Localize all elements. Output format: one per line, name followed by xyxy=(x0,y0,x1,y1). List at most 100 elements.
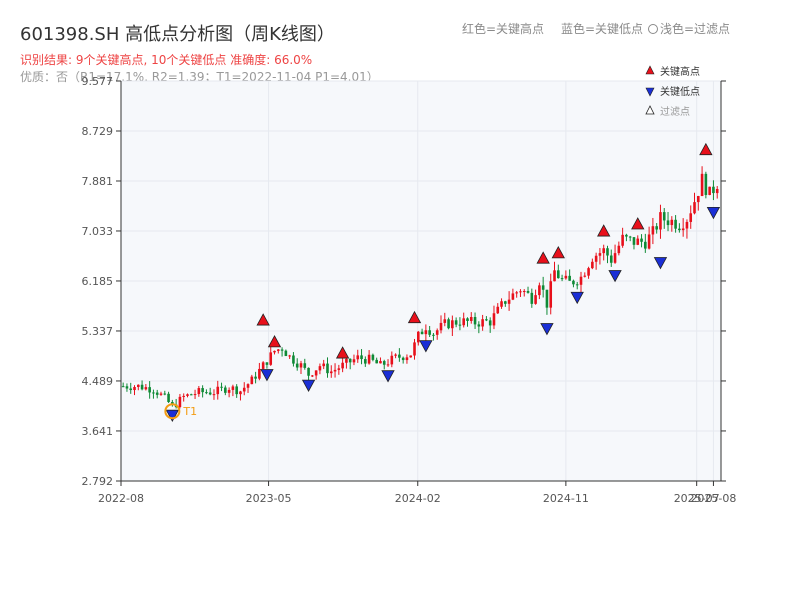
candle-body xyxy=(401,357,405,361)
candle-body xyxy=(621,234,624,246)
candle-body xyxy=(246,384,250,388)
candle-body xyxy=(371,354,375,360)
key-low-marker xyxy=(540,323,554,336)
candle-body xyxy=(155,392,159,395)
x-tick-label: 2025-07 xyxy=(674,492,720,505)
candle-body xyxy=(288,355,291,357)
candle-body xyxy=(424,330,428,335)
candle-body xyxy=(186,394,189,396)
candle-body xyxy=(485,319,488,321)
header-legend-light: 浅色=过滤点 xyxy=(648,20,730,37)
candle-body xyxy=(515,292,518,294)
detection-summary: 识别结果: 9个关键高点, 10个关键低点 准确度: 66.0% xyxy=(20,53,313,67)
key-high-marker xyxy=(536,251,550,264)
candle-body xyxy=(496,306,500,314)
candle-body xyxy=(477,324,481,327)
header-legend-light-label: 浅色=过滤点 xyxy=(660,22,731,36)
candle-body xyxy=(125,386,129,389)
candle-body xyxy=(549,281,553,308)
key-low-marker xyxy=(653,257,668,270)
candle-body xyxy=(628,236,632,238)
candle-body xyxy=(163,393,167,395)
candle-body xyxy=(292,355,295,364)
y-tick-label: 7.881 xyxy=(82,175,114,188)
candle-body xyxy=(511,293,515,300)
candle-body xyxy=(462,318,466,326)
candle-body xyxy=(405,357,409,361)
candle-body xyxy=(435,330,439,335)
candle-body xyxy=(545,289,549,308)
candle-body xyxy=(231,386,235,390)
candle-body xyxy=(696,196,700,203)
candle-body xyxy=(360,355,363,360)
chart-title: 601398.SH 高低点分析图（周K线图） xyxy=(20,24,335,45)
candle-body xyxy=(640,238,643,242)
candle-body xyxy=(609,255,613,263)
candle-body xyxy=(208,392,212,395)
x-tick-label: 2024-11 xyxy=(543,492,589,505)
candle-body xyxy=(375,359,378,364)
candle-body xyxy=(261,362,265,369)
y-tick-label: 2.792 xyxy=(82,475,114,488)
key-high-marker xyxy=(256,313,270,326)
candle-body xyxy=(193,394,197,396)
candle-body xyxy=(526,291,530,293)
candle-body xyxy=(594,255,598,262)
key-low-marker xyxy=(381,370,395,383)
candle-body xyxy=(715,188,719,194)
x-tick-label: 2024-02 xyxy=(395,492,441,505)
candle-body xyxy=(712,186,715,194)
candle-body xyxy=(560,278,564,280)
candle-body xyxy=(212,394,216,396)
candle-body xyxy=(216,386,220,395)
candle-body xyxy=(678,228,681,231)
candle-body xyxy=(322,363,326,367)
t1-circle xyxy=(164,403,181,420)
candle-body xyxy=(148,387,151,393)
candle-body xyxy=(329,371,333,374)
candle-body xyxy=(602,248,606,254)
candle-body xyxy=(519,291,522,293)
candle-body xyxy=(647,234,651,249)
light-circle-icon xyxy=(648,24,658,34)
candle-body xyxy=(409,355,413,358)
candle-body xyxy=(587,268,590,276)
y-tick-label: 9.577 xyxy=(82,75,114,88)
candle-body xyxy=(258,368,261,379)
candle-body xyxy=(625,234,628,237)
candle-body xyxy=(311,375,314,377)
candle-body xyxy=(140,384,144,390)
candle-body xyxy=(613,253,617,263)
candle-body xyxy=(500,301,503,307)
candle-body xyxy=(398,354,401,358)
candle-body xyxy=(144,387,148,390)
x-tick-label: 2025-08 xyxy=(690,492,736,505)
legend-label: 过滤点 xyxy=(660,105,690,118)
candle-body xyxy=(659,212,662,230)
candle-body xyxy=(583,275,587,277)
key-low-marker xyxy=(165,409,180,423)
candle-body xyxy=(299,363,303,368)
candle-body xyxy=(273,350,276,353)
candle-body xyxy=(224,387,227,393)
y-ticks: 9.577 8.729 7.881 7.033 6.185 5.337 4.489 3.641… xyxy=(82,75,726,488)
candle-body xyxy=(606,248,609,256)
candle-body xyxy=(553,270,556,282)
candle-body xyxy=(666,220,670,226)
candle-body xyxy=(220,386,223,388)
candle-body xyxy=(254,376,257,379)
candle-body xyxy=(538,285,541,296)
candle-body xyxy=(382,361,386,365)
candle-body xyxy=(655,226,658,230)
candle-body xyxy=(689,213,693,222)
candle-body xyxy=(269,352,273,365)
candle-body xyxy=(575,284,579,286)
candle-body xyxy=(394,354,397,356)
candle-body xyxy=(379,361,382,364)
candle-body xyxy=(152,392,155,394)
candle-body xyxy=(326,363,329,374)
candle-body xyxy=(352,359,356,363)
header-legend-red: 红色=关键高点 xyxy=(462,22,545,36)
